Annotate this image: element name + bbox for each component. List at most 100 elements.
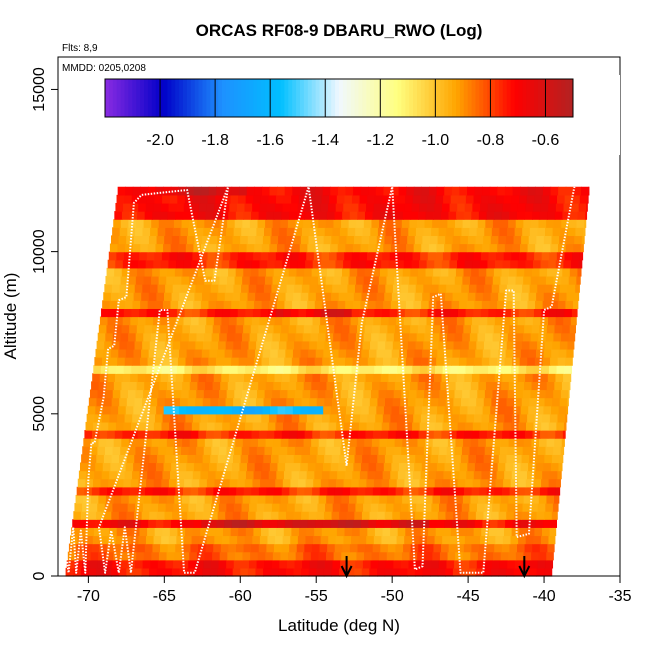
heatmap-cell [458,470,467,480]
heatmap-cell [460,397,470,407]
heatmap-cell [570,316,577,326]
heatmap-cell [327,430,336,439]
colorbar-ticks: -2.0 -1.8 -1.6 -1.4 -1.2 -1.0 -0.8 -0.6 [146,79,559,149]
heatmap-cell [499,446,509,455]
heatmap-cell [204,438,214,447]
heatmap-cell [159,267,168,277]
heatmap-cell [112,559,121,569]
heatmap-cell [322,243,331,253]
heatmap-cell [358,535,367,545]
heatmap-cell [160,259,170,269]
heatmap-cell [264,503,273,512]
heatmap-cell [135,389,144,399]
heatmap-cell [552,227,561,237]
heatmap-cell [459,300,468,309]
heatmap-cell [526,194,535,204]
heatmap-cell [193,462,203,472]
heatmap-cell [274,486,283,496]
heatmap-cell [239,186,248,196]
heatmap-cell [345,519,354,528]
heatmap-cell [292,243,301,253]
heatmap-cell [248,284,257,293]
heatmap-cell [217,235,226,245]
heatmap-cell [336,308,345,318]
heatmap-cell [214,365,223,374]
heatmap-cell [466,243,476,253]
heatmap-cell [337,470,346,480]
heatmap-cell [414,462,423,472]
heatmap-cell [376,405,385,415]
heatmap-cell [430,454,439,464]
heatmap-cell [509,373,519,382]
heatmap-cell [476,284,485,293]
heatmap-cell [108,365,117,374]
heatmap-cell [392,454,401,464]
heatmap-cell [156,567,165,577]
heatmap-cell [501,486,511,496]
heatmap-cell [245,470,255,480]
heatmap-cell [442,308,451,318]
y-tick-label: 0 [31,571,48,580]
heatmap-cell [323,567,332,577]
heatmap-cell [537,284,546,293]
heatmap-cell [99,430,108,439]
heatmap-cell [139,308,148,318]
heatmap-cell [534,470,543,480]
heatmap-cell [499,284,508,293]
heatmap-cell [199,535,208,545]
heatmap-cell [67,551,76,561]
heatmap-cell [412,251,421,261]
heatmap-cell [293,567,302,577]
heatmap-cell [342,211,351,220]
heatmap-cell [92,535,101,545]
heatmap-cell [579,251,584,261]
heatmap-cell [246,357,255,366]
heatmap-cell [153,535,162,545]
heatmap-cell [432,381,442,391]
heatmap-cell [142,397,151,407]
heatmap-cell [564,308,573,318]
colorbar-cell [268,79,274,117]
heatmap-cell [194,405,203,415]
colorbar-cell [436,79,441,117]
heatmap-cell [203,503,212,512]
heatmap-cell [475,292,484,301]
heatmap-cell [514,227,523,237]
heatmap-cell [263,511,272,520]
heatmap-cell [557,357,566,366]
heatmap-cell [145,486,154,496]
heatmap-cell [553,389,562,399]
heatmap-cell [521,340,531,350]
colorbar-cell [147,79,153,117]
heatmap-cell [372,324,381,334]
heatmap-cell [128,494,137,504]
heatmap-cell [382,413,392,423]
heatmap-cell [476,227,485,237]
heatmap-cell [356,381,366,391]
heatmap-cell [139,470,148,480]
heatmap-cell [229,202,238,212]
heatmap-cell [421,243,430,253]
heatmap-cell [456,543,465,553]
heatmap-cell [424,332,433,342]
heatmap-cell [484,446,493,455]
heatmap-cell [241,559,250,569]
heatmap-cell [259,316,268,326]
heatmap-cell [181,219,190,228]
heatmap-cell [292,519,301,528]
heatmap-cell [133,567,143,577]
colorbar-cell [541,79,547,117]
heatmap-cell [368,243,377,253]
heatmap-cell [309,397,318,407]
heatmap-cell [445,292,454,301]
heatmap-cell [182,267,191,277]
heatmap-cell [109,357,118,366]
colorbar-cell [229,79,235,117]
heatmap-cell [553,446,562,455]
heatmap-cell [470,438,479,447]
heatmap-cell [156,405,165,415]
heatmap-cell [313,365,322,374]
heatmap-cell [443,300,453,309]
heatmap-cell [170,519,180,528]
heatmap-cell [432,551,441,561]
